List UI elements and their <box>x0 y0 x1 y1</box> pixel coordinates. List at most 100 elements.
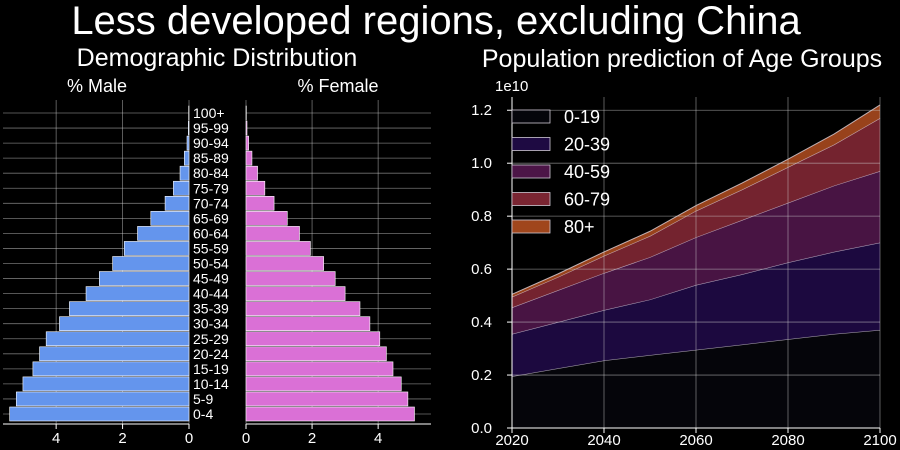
female-bar-35-39 <box>245 301 361 316</box>
male-bar-25-29 <box>45 331 190 347</box>
male-bar-85-89 <box>184 150 190 166</box>
area-y-tick-label: 1.2 <box>471 102 492 119</box>
male-bar-10-14 <box>22 376 190 392</box>
male-bar-80-84 <box>179 165 190 181</box>
legend-swatch-0-19 <box>511 109 551 124</box>
male-bar-0-4 <box>9 406 190 422</box>
male-bar-65-69 <box>150 211 190 226</box>
age-label: 30-34 <box>193 316 229 332</box>
age-label: 15-19 <box>193 361 229 377</box>
female-bar-15-19 <box>245 361 394 377</box>
area-x-ticks: 2020 2040 2060 2080 2100 <box>495 428 897 449</box>
female-tick-label: 0 <box>242 430 250 447</box>
age-label: 10-14 <box>193 376 229 392</box>
legend-label: 0-19 <box>564 107 600 127</box>
age-label: 75-79 <box>193 180 229 196</box>
female-bar-95-99 <box>245 120 248 136</box>
y-offset-label: 1e10 <box>495 78 528 95</box>
female-bar-65-69 <box>245 211 288 226</box>
age-label: 100+ <box>193 105 225 121</box>
area-title: Population prediction of Age Groups <box>482 45 882 73</box>
female-bar-60-64 <box>245 226 300 241</box>
age-label: 65-69 <box>193 210 229 226</box>
male-bar-30-34 <box>59 316 190 332</box>
area-y-tick-label: 0.6 <box>471 261 492 278</box>
area-y-tick-label: 1.0 <box>471 155 492 172</box>
age-label: 85-89 <box>193 150 229 166</box>
age-label: 40-44 <box>193 286 229 302</box>
area-x-tick-label: 2100 <box>863 432 896 449</box>
female-tick-label: 2 <box>308 430 316 447</box>
male-bar-75-79 <box>173 180 190 196</box>
area-y-tick-label: 0.4 <box>471 314 492 331</box>
female-bar-45-49 <box>245 271 336 286</box>
age-label: 20-24 <box>193 346 229 362</box>
male-bar-50-54 <box>112 256 190 271</box>
age-label: 0-4 <box>193 406 213 422</box>
area-x-tick-label: 2080 <box>771 432 804 449</box>
age-label: 80-84 <box>193 165 229 181</box>
age-label: 55-59 <box>193 240 229 256</box>
female-bar-0-4 <box>245 406 415 422</box>
area-x-tick-label: 2040 <box>587 432 620 449</box>
female-bar-70-74 <box>245 196 275 211</box>
female-bar-50-54 <box>245 256 324 271</box>
suptitle: Less developed regions, excluding China <box>71 0 801 43</box>
legend-label: 60-79 <box>564 190 610 210</box>
area-x-tick-label: 2020 <box>495 432 528 449</box>
age-label: 5-9 <box>193 391 213 407</box>
male-bar-70-74 <box>164 196 190 211</box>
area-chart: Population prediction of Age Groups 1e10… <box>471 45 897 449</box>
age-label: 45-49 <box>193 271 229 287</box>
female-bar-90-94 <box>245 135 249 151</box>
male-tick-label: 4 <box>52 430 60 447</box>
area-y-tick-label: 0.2 <box>471 367 492 384</box>
male-bar-15-19 <box>32 361 190 377</box>
female-bar-10-14 <box>245 376 402 392</box>
pyramid-title: Demographic Distribution <box>77 44 358 72</box>
legend-swatch-60-79 <box>511 192 551 206</box>
legend-label: 20-39 <box>564 135 610 155</box>
male-bar-40-44 <box>85 286 190 301</box>
male-bar-5-9 <box>15 391 190 407</box>
age-label: 70-74 <box>193 195 229 211</box>
age-label: 90-94 <box>193 135 229 151</box>
area-y-tick-label: 0.8 <box>471 208 492 225</box>
male-bar-45-49 <box>99 271 190 286</box>
male-x-ticks: 0 2 4 <box>52 424 193 447</box>
legend-swatch-40-59 <box>511 164 551 179</box>
female-bars <box>245 105 415 422</box>
female-bar-5-9 <box>245 391 409 407</box>
area-y-tick-label: 0.0 <box>471 420 492 437</box>
male-tick-label: 0 <box>185 430 193 447</box>
legend-label: 40-59 <box>564 162 610 182</box>
male-bar-20-24 <box>39 346 190 362</box>
area-y-ticks: 0.0 0.2 0.4 0.6 0.8 1.0 1.2 <box>471 102 512 437</box>
female-bar-55-59 <box>245 241 311 256</box>
legend: 0-19 20-39 40-59 60-79 80+ <box>511 107 610 237</box>
legend-swatch-80+ <box>511 219 551 234</box>
female-tick-label: 4 <box>374 430 382 447</box>
female-bar-25-29 <box>245 331 381 347</box>
female-bar-80-84 <box>245 165 258 181</box>
female-x-ticks: 0 2 4 <box>242 424 382 447</box>
legend-label: 80+ <box>564 217 595 237</box>
age-label: 60-64 <box>193 225 229 241</box>
age-label: 95-99 <box>193 120 229 136</box>
area-x-tick-label: 2060 <box>679 432 712 449</box>
female-axis-label: % Female <box>297 76 378 96</box>
male-bar-60-64 <box>137 226 190 241</box>
male-bar-35-39 <box>69 301 190 316</box>
female-bar-30-34 <box>245 316 371 332</box>
male-bar-90-94 <box>186 135 190 151</box>
pyramid-chart: Demographic Distribution % Male % Female… <box>3 44 431 447</box>
legend-swatch-20-39 <box>511 137 551 151</box>
male-bar-55-59 <box>123 241 190 256</box>
male-tick-label: 2 <box>118 430 126 447</box>
age-label: 50-54 <box>193 256 229 272</box>
male-bar-95-99 <box>188 120 190 136</box>
male-bars <box>9 105 190 422</box>
female-bar-75-79 <box>245 180 266 196</box>
age-label: 35-39 <box>193 301 229 317</box>
